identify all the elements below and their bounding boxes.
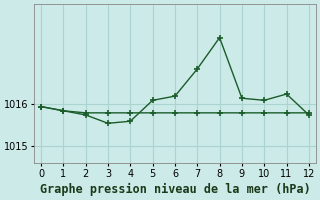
X-axis label: Graphe pression niveau de la mer (hPa): Graphe pression niveau de la mer (hPa) bbox=[40, 183, 310, 196]
